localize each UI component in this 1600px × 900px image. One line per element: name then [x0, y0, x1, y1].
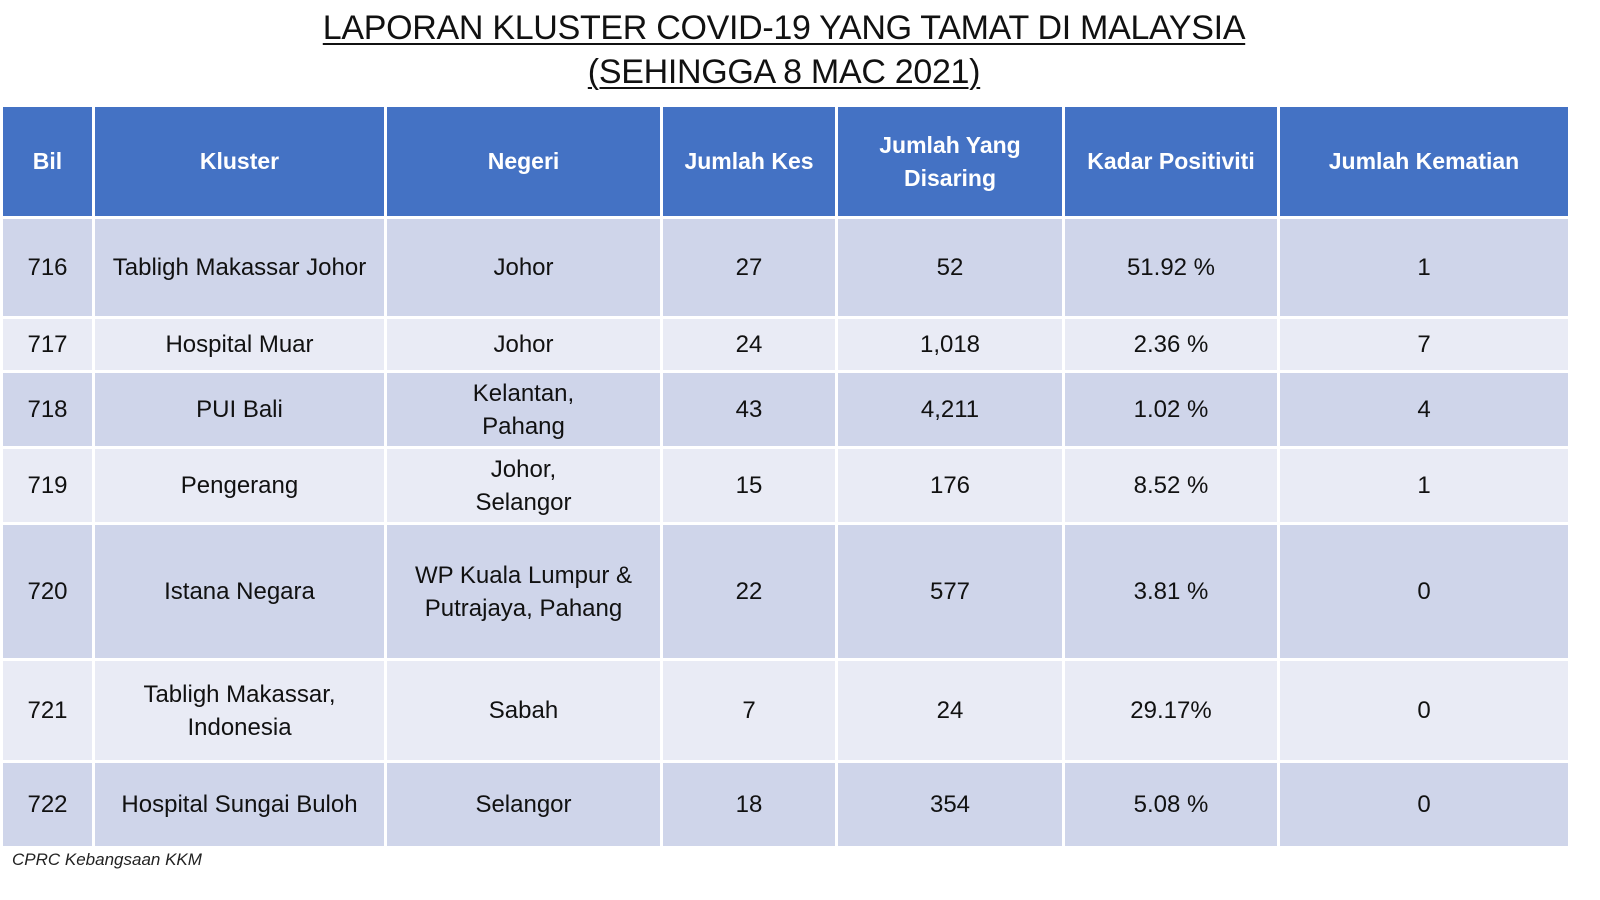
table-row: 720 Istana Negara WP Kuala Lumpur & Putr… — [0, 522, 1571, 661]
table-row: 719 Pengerang Johor, Selangor 15 176 8.5… — [0, 446, 1571, 525]
cell-negeri: Selangor — [384, 760, 663, 849]
cell-kluster: Tabligh Makassar Johor — [92, 216, 387, 319]
header-negeri: Negeri — [384, 104, 663, 219]
table-row: 718 PUI Bali Kelantan, Pahang 43 4,211 1… — [0, 370, 1571, 449]
cell-negeri: Sabah — [384, 658, 663, 763]
cell-negeri: Johor — [384, 216, 663, 319]
cell-jumlah-kematian: 7 — [1277, 316, 1571, 373]
cell-jumlah-kematian: 0 — [1277, 760, 1571, 849]
cluster-table: Bil Kluster Negeri Jumlah Kes Jumlah Yan… — [0, 104, 1571, 849]
table-row: 721 Tabligh Makassar, Indonesia Sabah 7 … — [0, 658, 1571, 763]
cell-bil: 720 — [0, 522, 95, 661]
header-bil: Bil — [0, 104, 95, 219]
table-row: 722 Hospital Sungai Buloh Selangor 18 35… — [0, 760, 1571, 849]
cell-kadar-positiviti: 2.36 % — [1062, 316, 1280, 373]
table-header-row: Bil Kluster Negeri Jumlah Kes Jumlah Yan… — [0, 104, 1571, 219]
cell-kluster: Tabligh Makassar, Indonesia — [92, 658, 387, 763]
cell-jumlah-disaring: 24 — [835, 658, 1065, 763]
cell-kluster: Pengerang — [92, 446, 387, 525]
cell-kadar-positiviti: 8.52 % — [1062, 446, 1280, 525]
header-kluster: Kluster — [92, 104, 387, 219]
cell-kluster: PUI Bali — [92, 370, 387, 449]
cell-kadar-positiviti: 3.81 % — [1062, 522, 1280, 661]
cell-bil: 722 — [0, 760, 95, 849]
source-footer: CPRC Kebangsaan KKM — [12, 850, 202, 869]
cell-kadar-positiviti: 5.08 % — [1062, 760, 1280, 849]
page-title: LAPORAN KLUSTER COVID-19 YANG TAMAT DI M… — [0, 6, 1568, 94]
header-jumlah-kematian: Jumlah Kematian — [1277, 104, 1571, 219]
cell-negeri: WP Kuala Lumpur & Putrajaya, Pahang — [384, 522, 663, 661]
cell-bil: 717 — [0, 316, 95, 373]
cell-jumlah-kematian: 1 — [1277, 216, 1571, 319]
cell-negeri: Kelantan, Pahang — [384, 370, 663, 449]
cell-negeri: Johor — [384, 316, 663, 373]
cell-jumlah-kes: 27 — [660, 216, 838, 319]
cell-bil: 718 — [0, 370, 95, 449]
cell-negeri: Johor, Selangor — [384, 446, 663, 525]
cell-jumlah-disaring: 577 — [835, 522, 1065, 661]
cell-jumlah-disaring: 52 — [835, 216, 1065, 319]
header-kadar-positiviti: Kadar Positiviti — [1062, 104, 1280, 219]
cell-jumlah-disaring: 354 — [835, 760, 1065, 849]
cell-jumlah-kes: 43 — [660, 370, 838, 449]
table-row: 716 Tabligh Makassar Johor Johor 27 52 5… — [0, 216, 1571, 319]
cell-jumlah-kematian: 0 — [1277, 522, 1571, 661]
table-row: 717 Hospital Muar Johor 24 1,018 2.36 % … — [0, 316, 1571, 373]
cell-jumlah-kes: 22 — [660, 522, 838, 661]
cell-kadar-positiviti: 29.17% — [1062, 658, 1280, 763]
cell-bil: 721 — [0, 658, 95, 763]
cell-kluster: Istana Negara — [92, 522, 387, 661]
cell-kluster: Hospital Muar — [92, 316, 387, 373]
cell-jumlah-kes: 15 — [660, 446, 838, 525]
cell-bil: 716 — [0, 216, 95, 319]
cell-jumlah-kes: 24 — [660, 316, 838, 373]
cell-bil: 719 — [0, 446, 95, 525]
cell-kadar-positiviti: 51.92 % — [1062, 216, 1280, 319]
cell-jumlah-disaring: 4,211 — [835, 370, 1065, 449]
cell-jumlah-disaring: 176 — [835, 446, 1065, 525]
title-line-2: (SEHINGGA 8 MAC 2021) — [587, 53, 981, 91]
header-jumlah-kes: Jumlah Kes — [660, 104, 838, 219]
cell-jumlah-kematian: 4 — [1277, 370, 1571, 449]
cell-jumlah-kematian: 0 — [1277, 658, 1571, 763]
cell-jumlah-kematian: 1 — [1277, 446, 1571, 525]
cell-jumlah-kes: 18 — [660, 760, 838, 849]
cell-jumlah-kes: 7 — [660, 658, 838, 763]
cell-kluster: Hospital Sungai Buloh — [92, 760, 387, 849]
title-line-1: LAPORAN KLUSTER COVID-19 YANG TAMAT DI M… — [322, 9, 1246, 47]
cell-kadar-positiviti: 1.02 % — [1062, 370, 1280, 449]
header-jumlah-disaring: Jumlah Yang Disaring — [835, 104, 1065, 219]
cell-jumlah-disaring: 1,018 — [835, 316, 1065, 373]
